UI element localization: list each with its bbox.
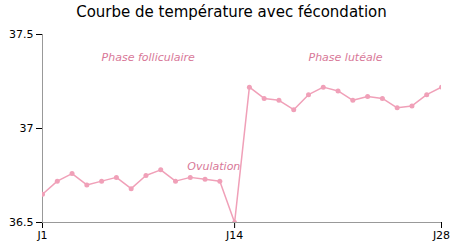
svg-text:Ovulation: Ovulation bbox=[187, 160, 240, 173]
svg-text:J1: J1 bbox=[36, 229, 47, 242]
svg-text:37.5: 37.5 bbox=[9, 28, 34, 41]
svg-text:37: 37 bbox=[20, 122, 34, 135]
svg-text:J28: J28 bbox=[432, 229, 450, 242]
svg-text:Phase lutéale: Phase lutéale bbox=[309, 51, 383, 64]
svg-text:36.5: 36.5 bbox=[9, 216, 34, 229]
svg-text:J14: J14 bbox=[225, 229, 243, 242]
html-text:Courbe de température avec féc: Courbe de température avec fécondation bbox=[76, 3, 387, 21]
svg-text:Phase folliculaire: Phase folliculaire bbox=[102, 51, 196, 64]
